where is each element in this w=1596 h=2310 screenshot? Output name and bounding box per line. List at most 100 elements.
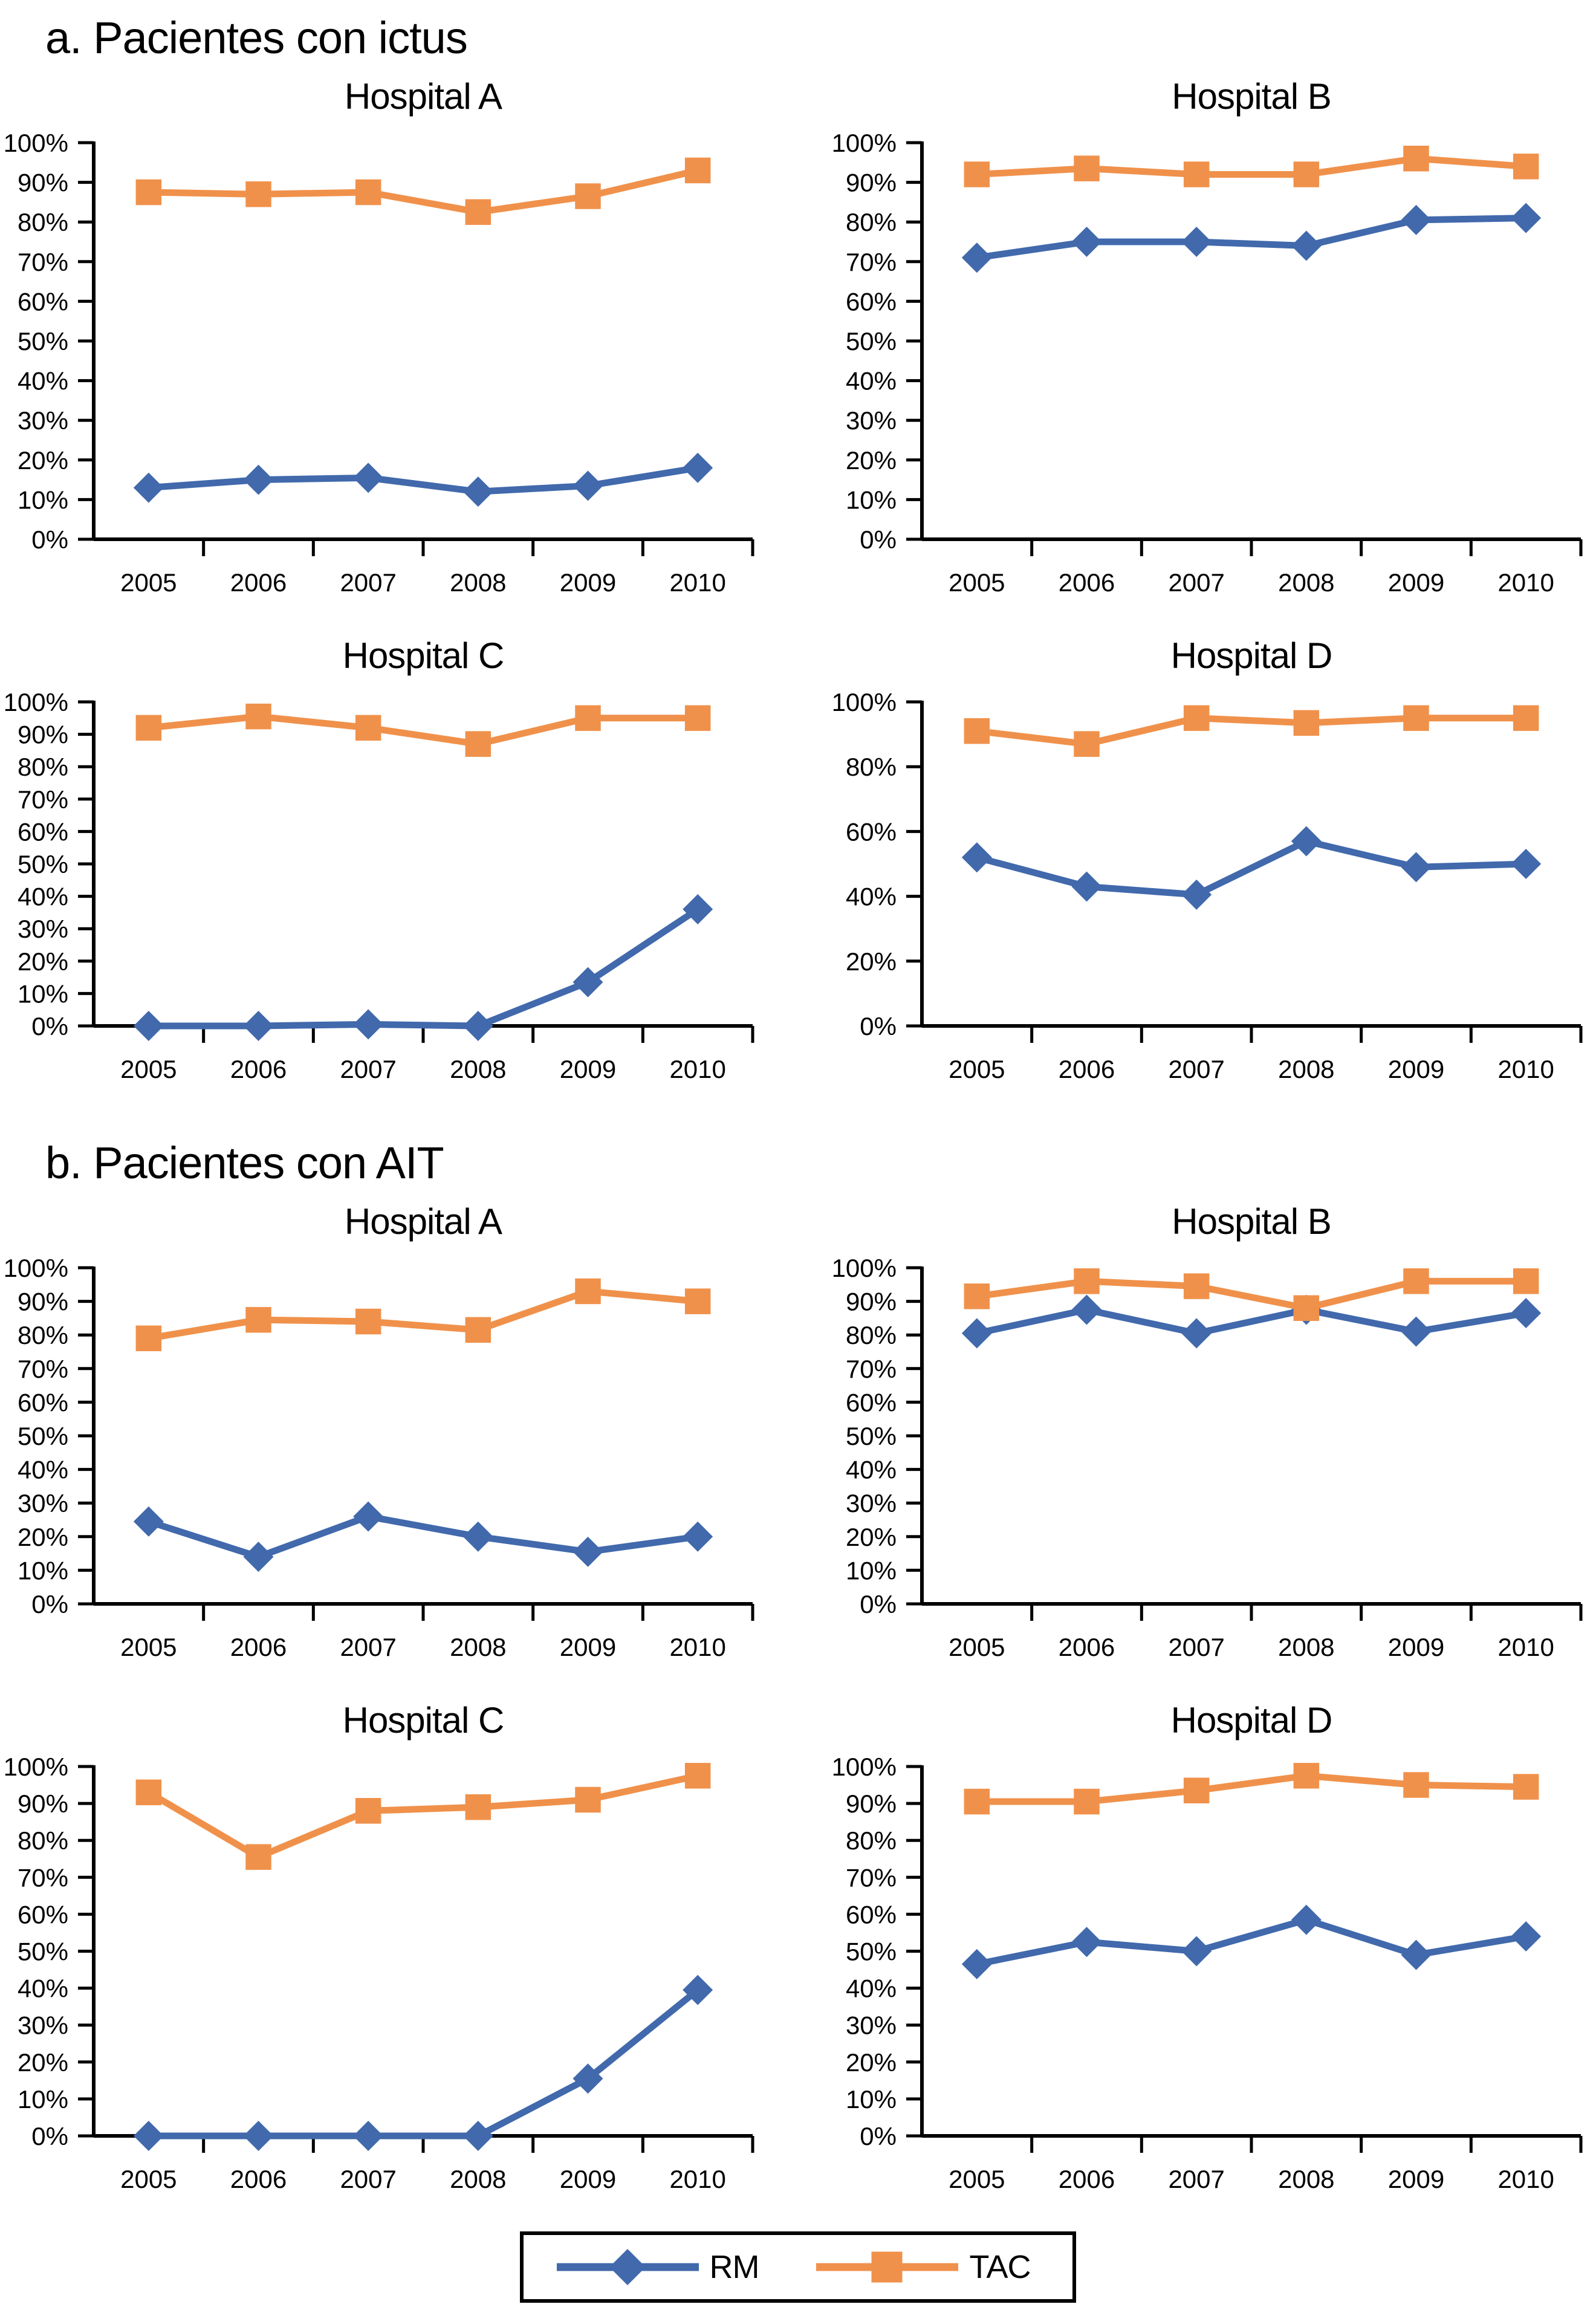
svg-text:30%: 30% — [846, 1489, 897, 1517]
svg-text:60%: 60% — [846, 1389, 897, 1417]
svg-text:30%: 30% — [846, 406, 897, 435]
svg-text:2010: 2010 — [669, 2165, 725, 2193]
svg-text:50%: 50% — [18, 1938, 68, 1966]
svg-text:0%: 0% — [860, 2122, 897, 2150]
svg-text:2005: 2005 — [949, 568, 1005, 597]
svg-text:100%: 100% — [832, 1753, 897, 1781]
svg-text:2006: 2006 — [1059, 2165, 1115, 2193]
svg-text:2005: 2005 — [120, 2165, 177, 2193]
svg-text:0%: 0% — [860, 1590, 897, 1618]
svg-text:2007: 2007 — [340, 1055, 396, 1083]
chart-title: Hospital A — [344, 76, 502, 117]
svg-text:70%: 70% — [18, 785, 68, 814]
svg-text:2009: 2009 — [560, 1055, 616, 1083]
svg-text:20%: 20% — [846, 2048, 897, 2077]
chart-canvas-ictus-hospital-c: 0% 10% 20% 30% 40% 50% 60% 70% 80% 90% 100% 2005 200… — [4, 688, 754, 1083]
svg-text:20%: 20% — [18, 947, 68, 976]
svg-text:0%: 0% — [31, 1590, 68, 1618]
svg-text:2005: 2005 — [120, 568, 177, 597]
legend: RM TAC — [519, 2231, 1077, 2303]
svg-text:2010: 2010 — [669, 1633, 725, 1661]
svg-text:2009: 2009 — [560, 2165, 616, 2193]
svg-text:0%: 0% — [31, 2122, 68, 2150]
svg-text:2009: 2009 — [1388, 2165, 1444, 2193]
svg-text:60%: 60% — [18, 287, 68, 316]
svg-text:2010: 2010 — [1497, 1055, 1554, 1083]
chart-ait-hospital-b: Hospital B 0% 10% 20% 30% 40% 50% 60% 70% 80% 90%… — [828, 1201, 1596, 1672]
svg-text:40%: 40% — [18, 1456, 68, 1484]
svg-text:2008: 2008 — [1278, 2165, 1334, 2193]
svg-text:2007: 2007 — [340, 568, 396, 597]
svg-text:20%: 20% — [846, 947, 897, 976]
svg-text:60%: 60% — [846, 287, 897, 316]
svg-text:100%: 100% — [4, 1254, 68, 1282]
svg-text:70%: 70% — [846, 1355, 897, 1383]
svg-text:80%: 80% — [18, 1826, 68, 1855]
svg-text:2008: 2008 — [450, 568, 506, 597]
svg-text:0%: 0% — [860, 525, 897, 554]
svg-text:10%: 10% — [18, 2085, 68, 2114]
svg-text:2005: 2005 — [120, 1055, 177, 1083]
svg-text:0%: 0% — [31, 525, 68, 554]
svg-text:2007: 2007 — [1168, 2165, 1224, 2193]
svg-text:70%: 70% — [846, 248, 897, 276]
svg-text:2006: 2006 — [1059, 568, 1115, 597]
svg-text:20%: 20% — [18, 446, 68, 475]
svg-text:40%: 40% — [18, 883, 68, 911]
svg-text:20%: 20% — [846, 1523, 897, 1551]
svg-text:50%: 50% — [846, 1938, 897, 1966]
svg-text:2006: 2006 — [230, 2165, 287, 2193]
svg-text:2009: 2009 — [560, 1633, 616, 1661]
svg-text:2007: 2007 — [1168, 568, 1224, 597]
svg-text:2008: 2008 — [1278, 1633, 1334, 1661]
svg-text:2007: 2007 — [340, 1633, 396, 1661]
svg-text:100%: 100% — [832, 688, 897, 716]
chart-title: Hospital D — [1170, 1700, 1333, 1741]
legend-label: RM — [709, 2249, 760, 2286]
svg-text:60%: 60% — [18, 817, 68, 846]
chart-title: Hospital B — [1172, 1201, 1331, 1242]
svg-text:2005: 2005 — [949, 1055, 1005, 1083]
svg-text:2007: 2007 — [340, 2165, 396, 2193]
svg-text:10%: 10% — [846, 2085, 897, 2114]
legend-item-tac: TAC — [816, 2245, 1031, 2289]
svg-text:50%: 50% — [846, 327, 897, 355]
legend-label: TAC — [969, 2249, 1031, 2286]
section-title-ait: b. Pacientes con AIT — [45, 1138, 444, 1189]
svg-text:10%: 10% — [18, 979, 68, 1008]
svg-text:100%: 100% — [832, 129, 897, 157]
svg-text:2005: 2005 — [949, 2165, 1005, 2193]
svg-text:2005: 2005 — [949, 1633, 1005, 1661]
svg-text:100%: 100% — [832, 1254, 897, 1282]
chart-canvas-ait-hospital-c: 0% 10% 20% 30% 40% 50% 60% 70% 80% 90% 100% 2005 200… — [4, 1753, 754, 2193]
svg-text:70%: 70% — [18, 248, 68, 276]
svg-text:30%: 30% — [846, 2011, 897, 2040]
svg-text:2008: 2008 — [450, 1055, 506, 1083]
svg-text:2006: 2006 — [1059, 1055, 1115, 1083]
svg-text:30%: 30% — [18, 406, 68, 435]
svg-text:100%: 100% — [4, 129, 68, 157]
svg-text:2008: 2008 — [1278, 568, 1334, 597]
chart-ait-hospital-c: Hospital C 0% 10% 20% 30% 40% 50% 60% 70% 80% 90%… — [0, 1699, 768, 2204]
svg-text:70%: 70% — [18, 1863, 68, 1892]
svg-text:2008: 2008 — [450, 1633, 506, 1661]
svg-text:40%: 40% — [18, 367, 68, 395]
svg-text:50%: 50% — [846, 1422, 897, 1450]
svg-text:2010: 2010 — [669, 1055, 725, 1083]
chart-canvas-ictus-hospital-d: 0% 20% 40% 60% 80% 100% 2005 2006 2007 2008 2009 20… — [832, 688, 1583, 1083]
chart-canvas-ait-hospital-a: 0% 10% 20% 30% 40% 50% 60% 70% 80% 90% 100% 2005 200… — [4, 1254, 754, 1661]
svg-text:80%: 80% — [18, 1321, 68, 1349]
svg-text:10%: 10% — [846, 485, 897, 514]
svg-text:30%: 30% — [18, 2011, 68, 2040]
svg-text:2008: 2008 — [450, 2165, 506, 2193]
svg-text:30%: 30% — [18, 915, 68, 943]
chart-title: Hospital C — [342, 1700, 505, 1741]
svg-text:90%: 90% — [846, 1288, 897, 1316]
svg-text:70%: 70% — [846, 1863, 897, 1892]
svg-text:20%: 20% — [18, 1523, 68, 1551]
svg-text:2006: 2006 — [230, 1055, 287, 1083]
svg-text:90%: 90% — [846, 1789, 897, 1818]
svg-text:2008: 2008 — [1278, 1055, 1334, 1083]
charts-grid-ictus-row-1-2: Hospital A 0% 10% 20% 30% 40% 50% 60% 70% 80% 90%… — [0, 76, 1596, 1094]
